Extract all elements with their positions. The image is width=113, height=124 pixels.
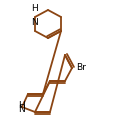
- Text: H: H: [18, 101, 25, 110]
- Text: N: N: [18, 105, 25, 114]
- Text: H: H: [31, 4, 38, 13]
- Text: N: N: [31, 18, 38, 27]
- Text: Br: Br: [75, 63, 85, 73]
